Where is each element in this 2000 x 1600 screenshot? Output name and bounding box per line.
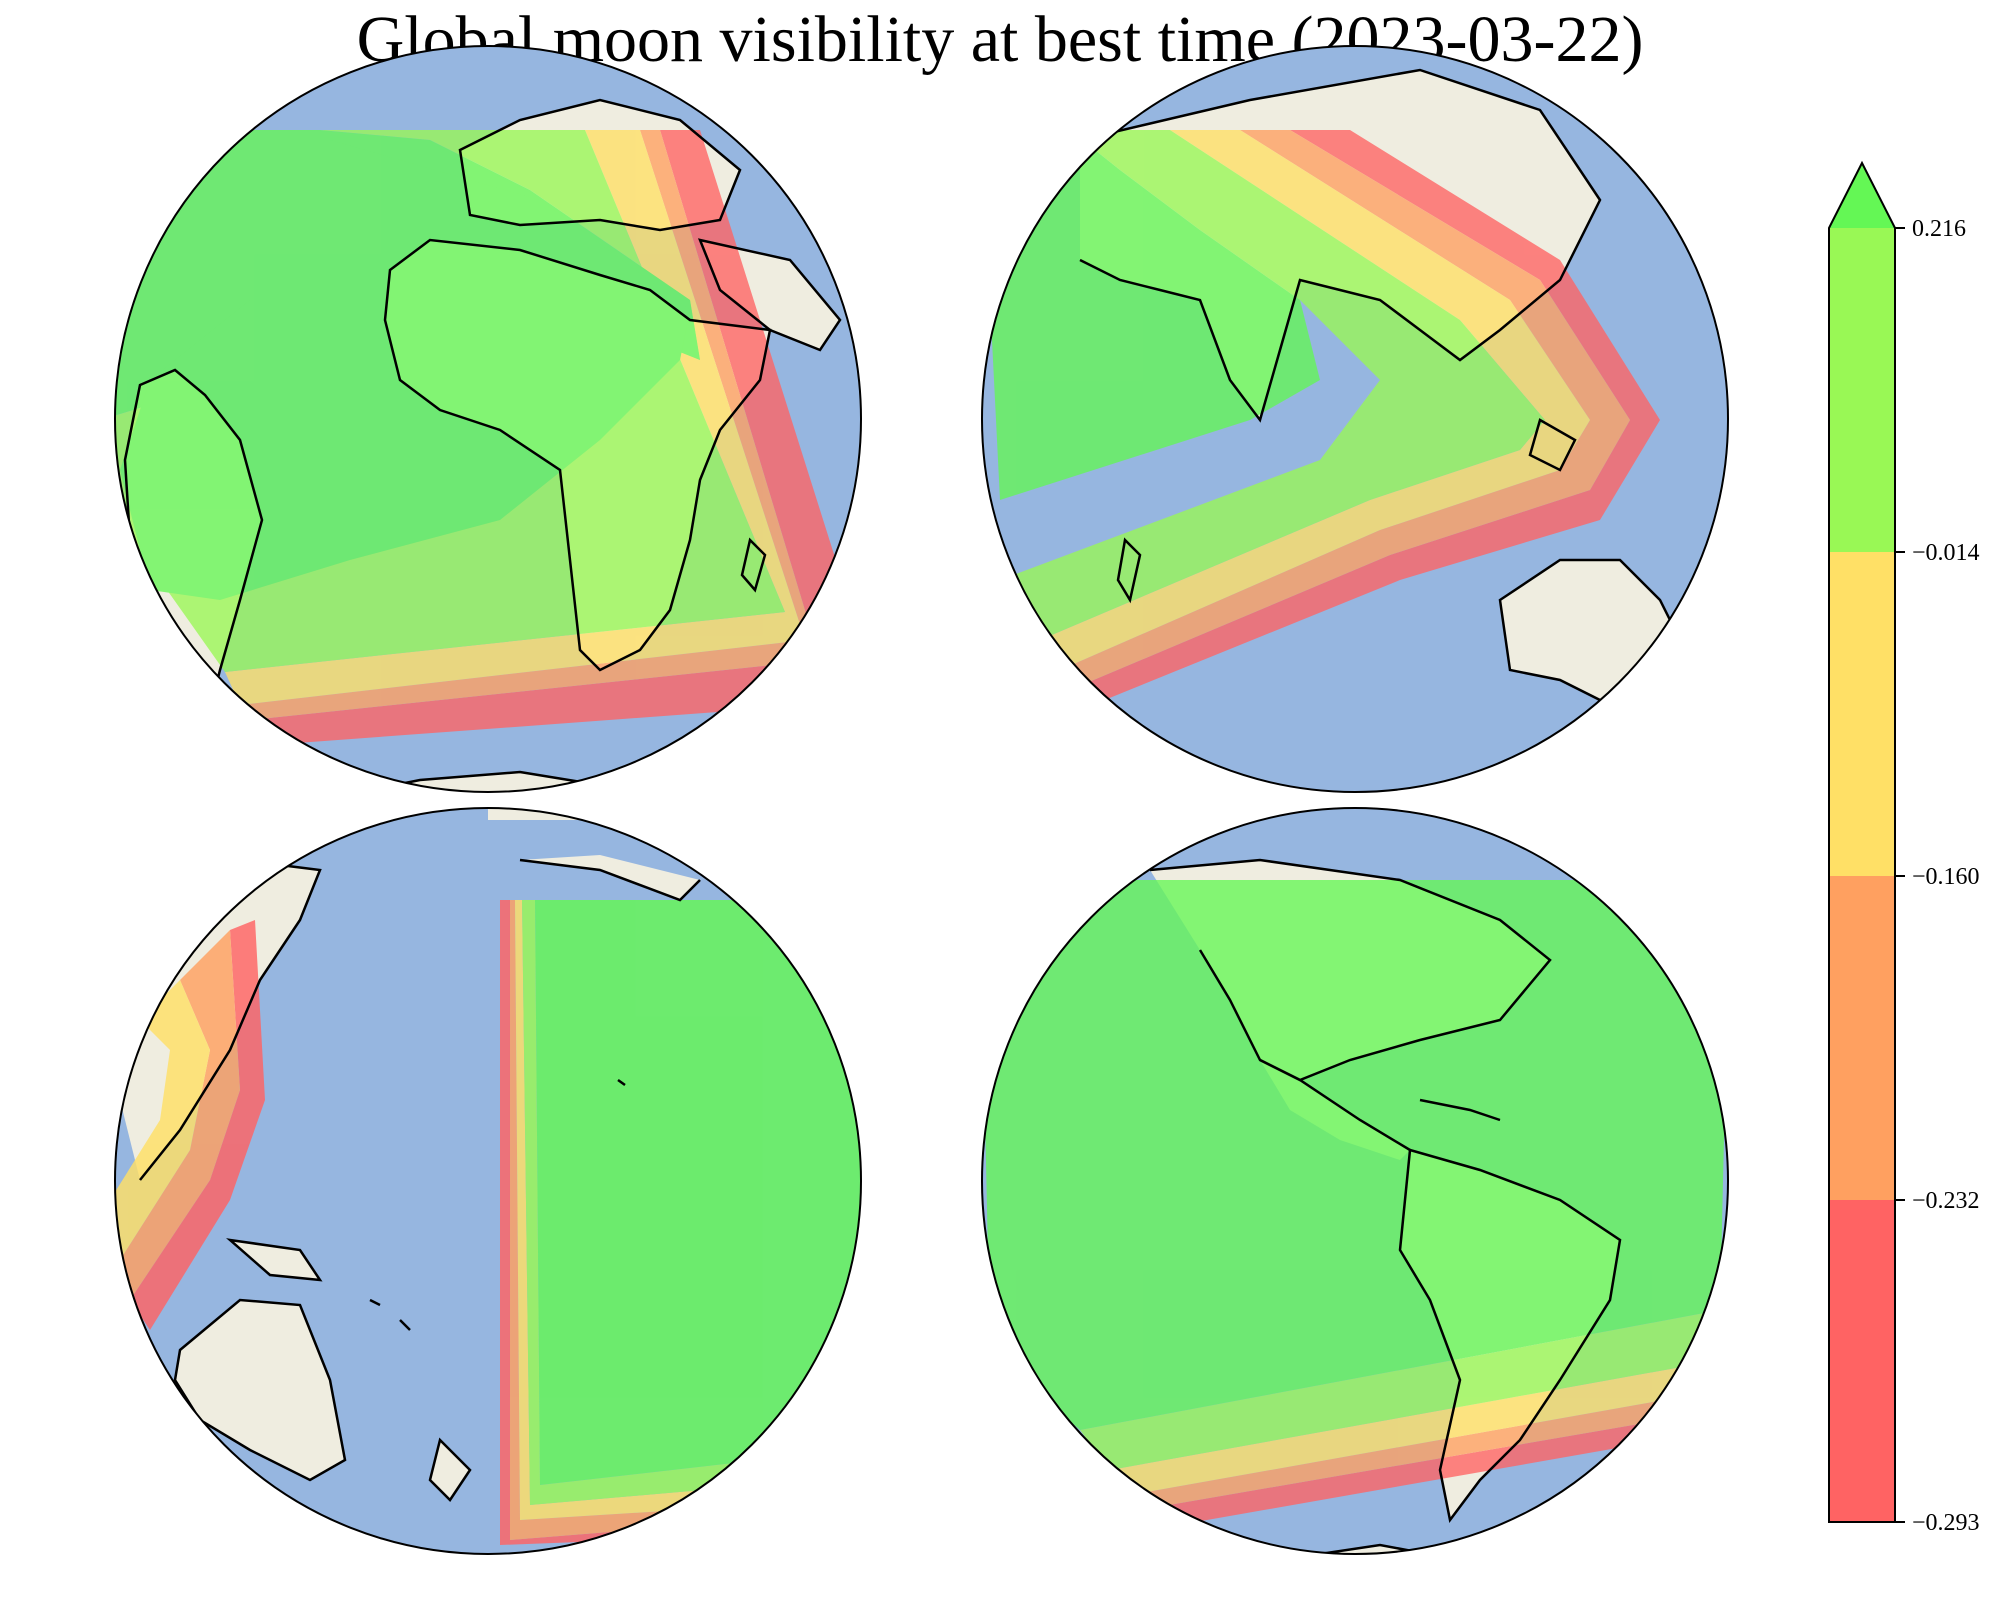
colorbar-tick-label: −0.232 bbox=[1912, 1188, 1980, 1214]
colorbar-segment-3 bbox=[1829, 552, 1895, 876]
coastlines bbox=[1149, 858, 1622, 1554]
colorbar-tick-label: −0.293 bbox=[1912, 1510, 1980, 1536]
globe-outline bbox=[981, 807, 1729, 1555]
colorbar-segment-4 bbox=[1829, 228, 1895, 552]
visibility-bands bbox=[115, 900, 861, 1545]
visibility-band-5-east bbox=[535, 900, 861, 1485]
visibility-band-5 bbox=[990, 130, 1320, 500]
visibility-band-1-west bbox=[130, 920, 265, 1330]
globe-indian-ocean-asia bbox=[981, 45, 1729, 793]
colorbar-ticks bbox=[1895, 227, 1905, 1523]
colorbar-extend-max bbox=[1829, 163, 1895, 228]
globe-outline bbox=[114, 45, 862, 793]
visibility-band-2-west bbox=[120, 930, 240, 1300]
visibility-band-4 bbox=[1080, 1310, 1720, 1470]
visibility-band-2 bbox=[1130, 1390, 1720, 1510]
colorbar-segment-2 bbox=[1829, 876, 1895, 1200]
land-australia bbox=[175, 1300, 345, 1480]
globe-outline bbox=[981, 45, 1729, 793]
land-polar bbox=[488, 808, 861, 820]
visibility-band-2 bbox=[240, 130, 820, 720]
visibility-band-3 bbox=[225, 130, 805, 705]
globe-atlantic-africa bbox=[114, 45, 862, 793]
visibility-band-1 bbox=[1070, 130, 1660, 710]
visibility-band-5-inner bbox=[120, 140, 690, 600]
visibility-band-2 bbox=[1060, 130, 1630, 690]
visibility-band-3 bbox=[1040, 130, 1590, 670]
visibility-band-1 bbox=[250, 130, 861, 745]
visibility-band-3-west bbox=[115, 980, 210, 1260]
visibility-band-4 bbox=[1000, 130, 1545, 640]
visibility-bands bbox=[990, 130, 1660, 710]
land-north-america-tip bbox=[520, 855, 700, 900]
visibility-bands bbox=[115, 130, 861, 745]
globe-pacific bbox=[114, 807, 862, 1555]
colorbar-tick-label: −0.160 bbox=[1912, 864, 1980, 890]
colorbar: 0.216 −0.014 −0.160 −0.232 −0.293 bbox=[1828, 160, 1980, 1536]
colorbar-segment-1 bbox=[1829, 1200, 1895, 1522]
colorbar-tick-label: −0.014 bbox=[1912, 540, 1980, 566]
visibility-bands bbox=[982, 880, 1728, 1530]
globe-outline bbox=[114, 807, 862, 1555]
colorbar-tick-label: 0.216 bbox=[1912, 216, 1966, 242]
visibility-band-5 bbox=[982, 880, 1728, 1430]
visibility-band-3 bbox=[1110, 1360, 1720, 1495]
visibility-band-1 bbox=[1140, 1410, 1720, 1530]
globe-americas bbox=[981, 807, 1729, 1555]
